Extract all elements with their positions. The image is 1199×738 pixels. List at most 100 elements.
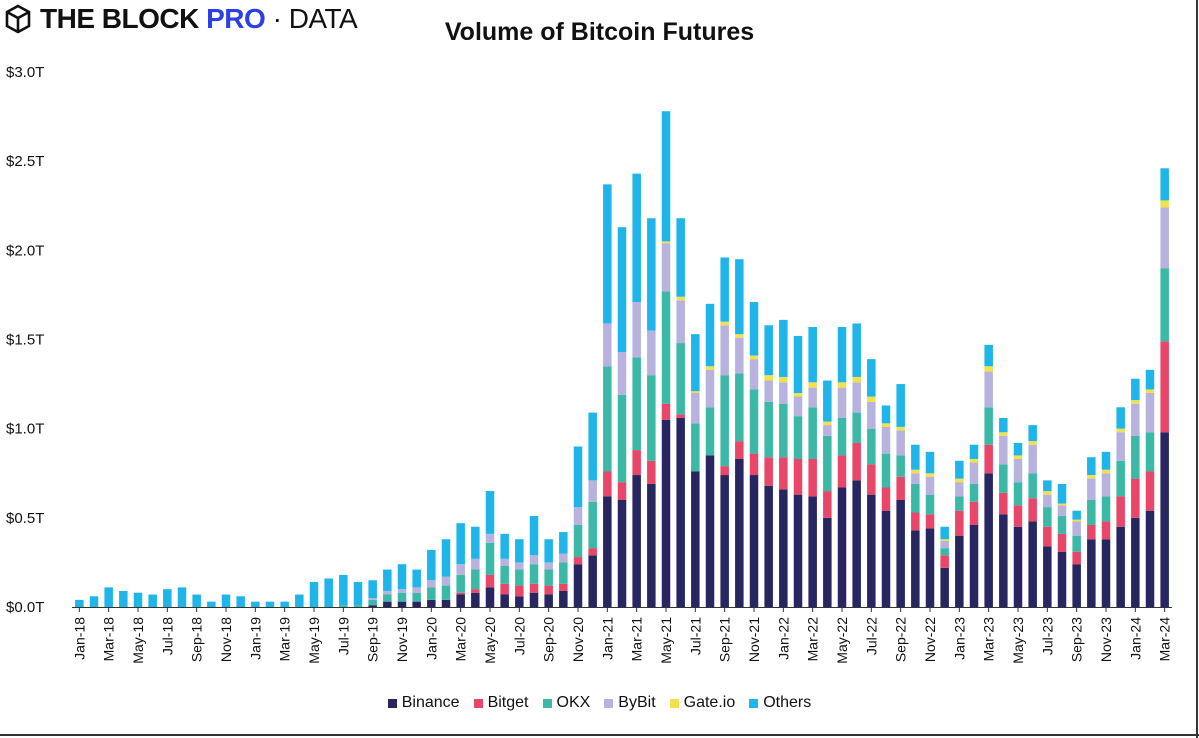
y-tick-label: $2.5T <box>6 153 44 170</box>
bar-segment-binance <box>661 419 671 607</box>
bar-segment-binance <box>911 530 920 607</box>
bar-segment-okx <box>969 483 979 502</box>
bar-segment-others <box>1101 451 1111 470</box>
x-tick-label: Mar-20 <box>453 617 469 662</box>
x-tick-label: Jul-20 <box>511 617 527 655</box>
bar-segment-bitget <box>632 450 641 476</box>
bar-segment-bybit <box>427 580 436 588</box>
bar-segment-okx <box>1013 482 1023 506</box>
bar-segment-okx <box>661 291 671 404</box>
bar-segment-bitget <box>867 464 876 495</box>
bar-segment-bybit <box>647 330 656 376</box>
bar-segment-binance <box>925 528 935 607</box>
bar-segment-bybit <box>529 555 539 565</box>
bar-segment-binance <box>881 510 891 607</box>
bar-segment-others <box>221 594 231 607</box>
brand-name-pro: PRO <box>206 3 266 34</box>
bar-segment-bitget <box>1160 341 1169 433</box>
bar-segment-others <box>808 327 817 383</box>
bar-segment-bybit <box>1116 432 1125 461</box>
bar-segment-okx <box>353 605 363 607</box>
bar-segment-bybit <box>661 243 671 292</box>
bar-segment-others <box>324 578 333 607</box>
bar-segment-others <box>749 302 759 356</box>
bar-segment-bybit <box>1145 393 1155 433</box>
brand-name: THE BLOCK PRO · DATA <box>40 3 358 35</box>
bar-segment-gateio <box>1101 469 1111 474</box>
bar-segment-binance <box>1160 432 1169 607</box>
bar-segment-others <box>911 444 920 470</box>
bar-segment-okx <box>691 423 700 472</box>
y-tick-label: $0.0T <box>6 599 44 616</box>
x-tick-label: Sep-23 <box>1069 617 1085 662</box>
bar-segment-okx <box>867 428 876 465</box>
bar-segment-bybit <box>955 482 964 497</box>
bar-segment-bitget <box>1057 533 1067 552</box>
bar-segment-bitget <box>1028 498 1037 522</box>
x-tick-label: Jan-21 <box>599 617 615 660</box>
bar-segment-okx <box>793 416 803 459</box>
bar-segment-others <box>969 444 979 459</box>
bar-segment-binance <box>749 475 759 607</box>
bar-segment-gateio <box>779 376 788 383</box>
bar-segment-others <box>925 451 935 474</box>
y-tick-label: $1.5T <box>6 332 44 349</box>
bar-segment-gateio <box>984 366 993 372</box>
x-tick-label: Jul-19 <box>335 617 351 655</box>
bar-segment-gateio <box>1043 491 1052 495</box>
x-tick-label: Jan-19 <box>247 617 263 660</box>
bar-segment-binance <box>1145 510 1155 607</box>
bar-segment-binance <box>471 592 480 607</box>
legend-swatch <box>604 698 614 708</box>
bar-segment-gateio <box>676 296 685 301</box>
bar-segment-okx <box>647 375 656 461</box>
y-tick-label: $2.0T <box>6 242 44 259</box>
bar-segment-others <box>559 532 568 554</box>
legend-item-gateio: Gate.io <box>669 694 735 712</box>
bar-segment-others <box>1160 168 1169 201</box>
bar-segment-okx <box>456 574 465 593</box>
bar-segment-gateio <box>1072 519 1081 522</box>
bar-segment-okx <box>397 592 407 602</box>
bar-segment-bitget <box>471 589 480 593</box>
bar-segment-bybit <box>881 426 891 454</box>
brand-name-data: DATA <box>288 3 358 34</box>
bar-segment-binance <box>617 500 627 607</box>
bar-segment-binance <box>852 480 861 607</box>
bar-segment-bybit <box>603 323 612 367</box>
bar-segment-others <box>793 335 803 393</box>
bar-segment-others <box>1043 480 1052 492</box>
bar-segment-gateio <box>852 376 861 383</box>
bar-segment-bitget <box>1131 478 1140 518</box>
bar-segment-bitget <box>720 466 729 476</box>
bar-segment-bitget <box>573 557 583 565</box>
x-tick-label: Mar-21 <box>629 617 645 662</box>
bar-segment-okx <box>339 605 348 607</box>
bar-segment-bitget <box>456 592 465 595</box>
bar-segment-bybit <box>749 359 759 390</box>
x-tick-label: May-23 <box>1010 617 1026 664</box>
bar-segment-bitget <box>735 441 744 459</box>
bar-segment-others <box>500 533 509 559</box>
legend-item-bybit: ByBit <box>604 694 656 712</box>
bar-segment-bybit <box>441 576 451 586</box>
bar-segment-others <box>397 564 407 590</box>
bar-segment-bitget <box>676 414 685 418</box>
bar-segment-bybit <box>412 587 421 593</box>
bar-segment-bybit <box>867 401 876 429</box>
bar-segment-bybit <box>1087 478 1096 500</box>
bar-segment-gateio <box>999 432 1008 436</box>
bar-segment-gateio <box>1160 200 1169 208</box>
bar-segment-okx <box>837 417 847 456</box>
bar-segment-bybit <box>617 351 627 395</box>
bar-segment-okx <box>896 455 905 477</box>
bar-segment-bitget <box>1116 496 1125 527</box>
bar-segment-okx <box>676 343 685 415</box>
bar-segment-bybit <box>471 558 480 570</box>
bar-segment-others <box>779 319 788 377</box>
bar-segment-bybit <box>896 430 905 456</box>
x-tick-label: Nov-23 <box>1098 617 1114 662</box>
bar-segment-bybit <box>837 387 847 418</box>
x-tick-label: Jul-18 <box>159 617 175 655</box>
bar-segment-binance <box>588 555 597 607</box>
